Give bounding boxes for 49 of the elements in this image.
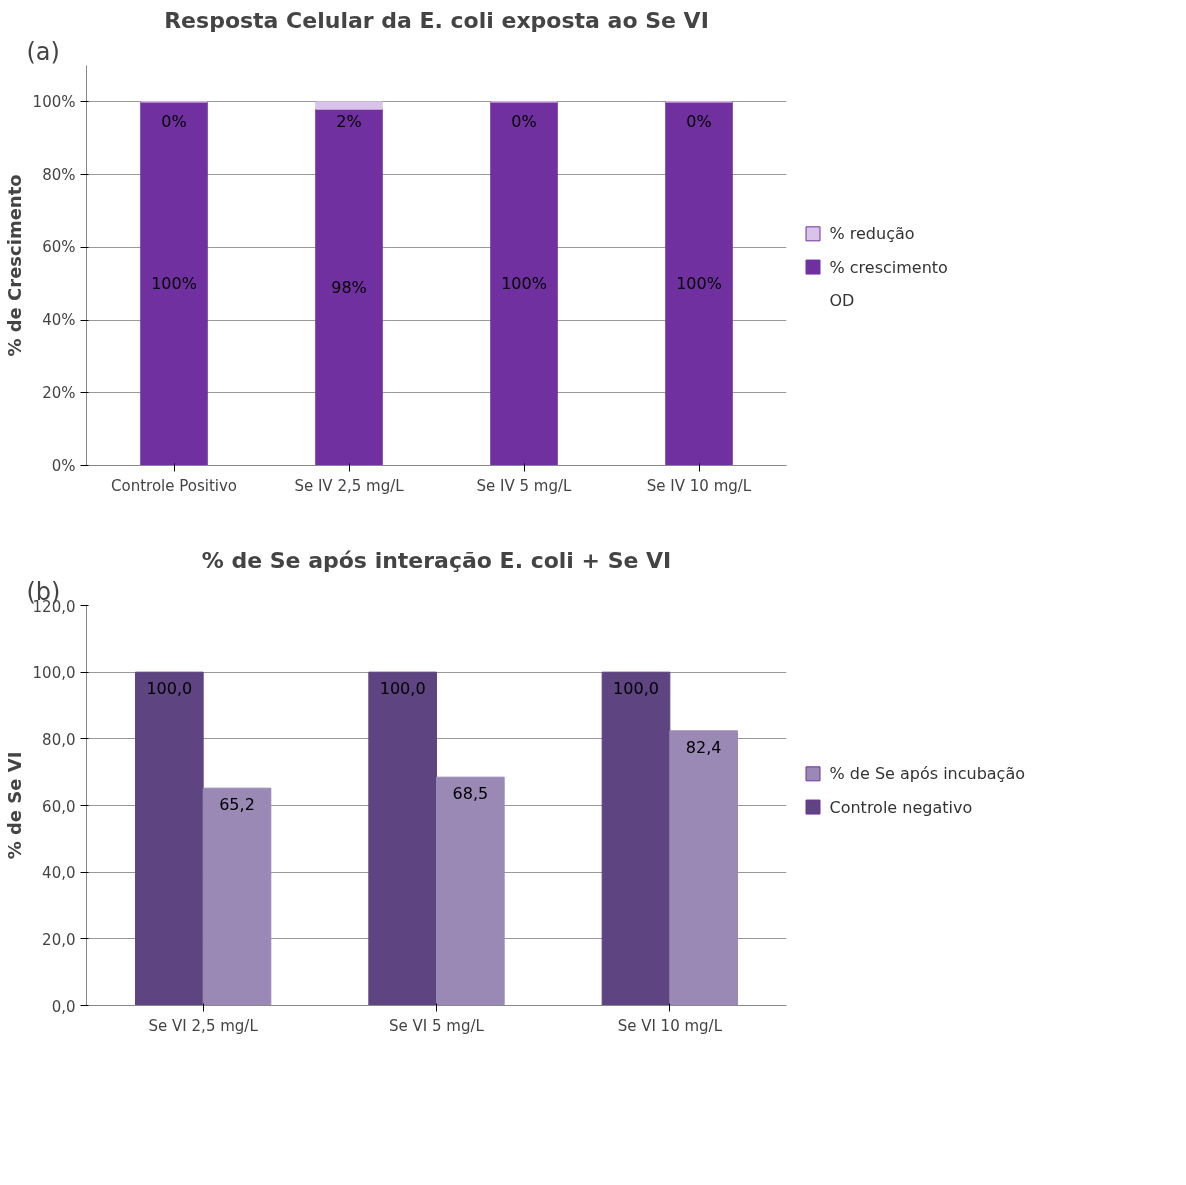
y-axis-title: % de Se VI [3,751,25,860]
legend-label: % redução [829,224,915,244]
chart-title: % de Se após interação E. coli + Se VI [201,547,672,573]
data-label: 100% [151,274,197,294]
y-tick-label: 40% [42,311,76,330]
bar [135,671,204,1006]
y-tick-label: 40,0 [42,864,76,883]
data-label: 2% [336,111,362,131]
data-label: 100,0 [146,679,193,699]
legend-label: % de Se após incubação [829,764,1026,784]
data-label: 0% [161,111,187,131]
data-label: 82,4 [685,737,722,757]
y-tick-label: 20% [42,383,76,402]
y-tick-label: 0% [51,456,76,475]
y-tick-label: 80% [42,165,76,184]
data-label: 100% [501,274,547,294]
data-label: 0% [511,111,537,131]
data-label: 65,2 [219,795,255,815]
y-tick-label: 80,0 [42,730,76,749]
y-tick-label: 100,0 [32,664,76,683]
legend-label: Controle negativo [829,797,973,817]
bar [669,730,738,1006]
x-tick-label: Se VI 2,5 mg/L [148,1016,259,1035]
text: OD [829,290,855,310]
y-tick-label: 100% [32,92,76,111]
bar [601,671,671,1006]
bar [202,787,272,1006]
data-label: 100,0 [379,679,426,699]
data-label: 100% [676,274,722,294]
x-tick-label: Se VI 10 mg/L [617,1016,723,1035]
data-label: 100,0 [613,679,659,699]
y-tick-label: 20,0 [42,930,76,949]
data-label: 68,5 [452,784,489,804]
y-axis-title: % de Crescimento [3,174,25,357]
x-tick-label: Se IV 5 mg/L [476,476,573,495]
y-tick-label: 60,0 [42,797,76,816]
y-tick-label: 60% [42,238,76,257]
text: (a) [26,37,60,66]
data-label: 98% [331,277,367,297]
y-tick-label: 0,0 [51,997,76,1016]
x-tick-label: Controle Positivo [111,476,237,495]
chart-title: Resposta Celular da E. coli exposta ao Se VI [164,7,709,33]
x-tick-label: Se VI 5 mg/L [389,1016,485,1035]
data-label: 0% [686,111,712,131]
x-tick-label: Se IV 10 mg/L [646,476,752,495]
x-tick-label: Se IV 2,5 mg/L [294,476,405,495]
legend-label: % crescimento [829,257,948,277]
bar [436,776,505,1006]
bar [368,671,437,1006]
